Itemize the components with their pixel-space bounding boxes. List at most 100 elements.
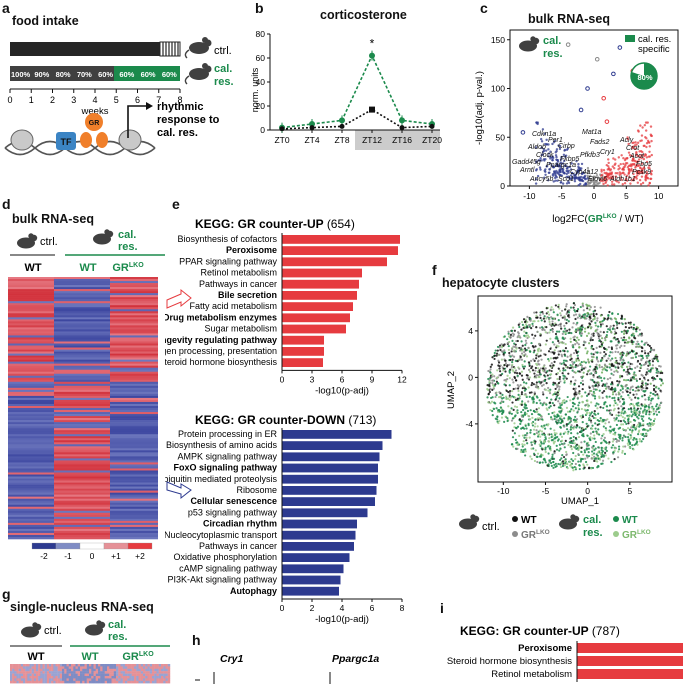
kegg-term: Ribosome xyxy=(236,485,277,495)
gene-label: Cry1 xyxy=(600,149,615,156)
week-tick: 1 xyxy=(29,95,34,105)
c-ytick: 0 xyxy=(500,181,505,191)
kegg-term: Nucleocytoplasmic transport xyxy=(165,530,277,540)
b-xtick: ZT8 xyxy=(334,135,349,145)
gene-label: Pcsk9 xyxy=(632,169,651,176)
b-xtick: ZT0 xyxy=(274,135,289,145)
pct-label: 60% xyxy=(162,70,177,79)
svg-text:0: 0 xyxy=(280,603,285,613)
data-point xyxy=(369,106,375,113)
panel-c-title: bulk RNA-seq xyxy=(528,12,610,26)
umap-xlabel: UMAP_1 xyxy=(561,496,599,507)
pct-label: 70% xyxy=(77,70,92,79)
gene-label: Elovl6 xyxy=(588,176,607,183)
series-line xyxy=(281,108,433,130)
kegg-bar xyxy=(282,497,375,506)
svg-text:WT: WT xyxy=(24,262,41,274)
panel-a-title: food intake xyxy=(12,14,79,28)
mouse-icon-calres-g xyxy=(85,620,106,636)
svg-text:12: 12 xyxy=(397,374,407,384)
svg-text:ctrl.: ctrl. xyxy=(482,521,500,533)
kegg-bar-i xyxy=(577,669,683,679)
umap-ytick: 0 xyxy=(468,372,473,382)
panel-c-label: c xyxy=(480,0,488,16)
kegg-bar xyxy=(282,358,323,367)
kegg-bar-i xyxy=(577,656,683,666)
kegg-bar xyxy=(282,291,357,300)
kegg-bar xyxy=(282,430,392,439)
rhythmic-text-2: response to xyxy=(157,114,220,126)
panel-a-label: a xyxy=(2,0,10,16)
data-point xyxy=(429,123,435,129)
kegg-bar xyxy=(282,463,378,473)
kegg-bar xyxy=(282,452,380,462)
kegg-term: Longevity regulating pathway xyxy=(165,335,277,345)
bulk-heatmap: ctrl. cal. res. WT WT GRLKO -2 -1 0 +1 +2 xyxy=(8,229,165,561)
kegg-term: PI3K-Akt signaling pathway xyxy=(167,575,277,585)
c-calres-1: cal. xyxy=(543,35,561,47)
b-ytick: 20 xyxy=(256,101,266,111)
dark-phase-shade xyxy=(355,130,440,150)
specificity-pie: 80% xyxy=(630,62,658,90)
kegg-term-i: Retinol metabolism xyxy=(491,669,572,680)
kegg-term: Sugar metabolism xyxy=(204,324,277,334)
kegg-term: PPAR signaling pathway xyxy=(179,256,277,266)
panel-e-label: e xyxy=(172,196,180,212)
kegg-bar xyxy=(282,486,377,495)
b-xtick: ZT4 xyxy=(304,135,319,145)
kegg-term: Circadian rhythm xyxy=(203,519,277,529)
legend-swatch xyxy=(625,35,635,42)
rhythmic-text-1: rhythmic xyxy=(157,101,203,113)
mouse-icon-calres-f xyxy=(559,514,580,530)
data-point xyxy=(279,126,285,132)
svg-text:cal.: cal. xyxy=(118,229,136,241)
kegg-bars: KEGG: GR counter-UP (654) Biosynthesis o… xyxy=(165,217,407,624)
pct-label: 100% xyxy=(11,70,31,79)
down-arrow-icon xyxy=(166,481,192,500)
gene-label: Clock xyxy=(536,152,554,159)
svg-text:cal.: cal. xyxy=(583,514,601,526)
calres-label-2: res. xyxy=(214,76,234,88)
kegg-term: Biosynthesis of cofactors xyxy=(177,234,277,244)
mouse-icon-ctrl-g xyxy=(21,622,42,638)
umap-ylabel: UMAP_2 xyxy=(446,371,457,409)
gene-label: Ancy5b xyxy=(529,176,553,183)
svg-text:6: 6 xyxy=(340,374,345,384)
gene-label: Cdkn1a xyxy=(532,131,556,138)
svg-text:3: 3 xyxy=(310,374,315,384)
data-point xyxy=(339,117,345,124)
gene-label: Scd1 xyxy=(558,176,574,183)
c-legend-2: specific xyxy=(638,44,670,55)
rhythmic-text-3: cal. res. xyxy=(157,127,198,139)
panel-i-label: i xyxy=(440,600,444,616)
panel-a-graphic: 100% 90% 80% 70% 60% 60% 60% 60% 0 1 2 3 4 5 6 7 8 week… xyxy=(4,37,234,156)
svg-text:8: 8 xyxy=(400,603,405,613)
kegg-term: AMPK signaling pathway xyxy=(177,451,277,461)
svg-text:9: 9 xyxy=(370,374,375,384)
gene-label: Acly xyxy=(619,137,634,144)
svg-text:4: 4 xyxy=(340,603,345,613)
data-point xyxy=(369,52,375,59)
svg-text:0: 0 xyxy=(280,374,285,384)
gene-label: Gadd45g xyxy=(512,159,541,166)
up-arrow-icon xyxy=(166,288,192,309)
week-tick: 3 xyxy=(71,95,76,105)
kegg-bar xyxy=(282,441,383,450)
panel-d-title: bulk RNA-seq xyxy=(12,212,94,226)
i-title: KEGG: GR counter-UP (787) xyxy=(460,624,620,638)
svg-text:6: 6 xyxy=(370,603,375,613)
week-tick: 0 xyxy=(7,95,12,105)
svg-text:GRLKO: GRLKO xyxy=(112,262,144,274)
down-title: KEGG: GR counter-DOWN (713) xyxy=(195,413,376,427)
umap-xtick: 0 xyxy=(585,486,590,496)
kegg-bar xyxy=(282,313,350,323)
umap-xtick: -10 xyxy=(497,486,510,496)
svg-text:GRLKO: GRLKO xyxy=(122,651,154,663)
pct-label: 60% xyxy=(119,70,134,79)
kegg-term: Autophagy xyxy=(230,586,277,596)
c-xtick: 0 xyxy=(592,191,597,201)
kegg-bar xyxy=(282,235,400,244)
week-tick: 5 xyxy=(114,95,119,105)
c-ylabel: -log10(adj. p-val.) xyxy=(474,71,485,145)
panel-f-title: hepatocyte clusters xyxy=(442,276,560,290)
